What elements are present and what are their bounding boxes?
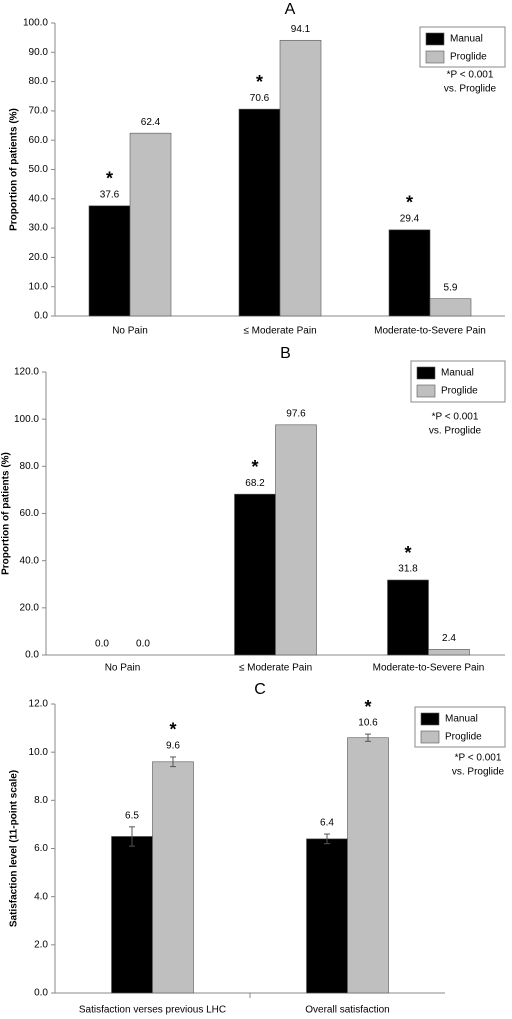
value-label: 2.4	[442, 633, 456, 644]
footnote: vs. Proglide	[444, 84, 497, 95]
x-tick-label: Satisfaction verses previous LHC	[79, 1005, 226, 1016]
panel-title: B	[280, 345, 291, 362]
y-tick-label: 0.0	[25, 650, 39, 661]
y-tick-label: 8.0	[34, 795, 48, 806]
y-tick-label: 120.0	[14, 367, 39, 378]
footnote: *P < 0.001	[447, 70, 494, 81]
x-tick-label: Overall satisfaction	[305, 1005, 389, 1016]
legend-label: Manual	[441, 368, 474, 379]
y-tick-label: 80.0	[29, 76, 49, 87]
bar	[347, 737, 389, 994]
y-tick-label: 100.0	[14, 414, 39, 425]
y-tick-label: 60.0	[20, 508, 40, 519]
y-tick-label: 2.0	[34, 939, 48, 950]
value-label: 10.6	[358, 718, 378, 729]
significance-marker: *	[251, 457, 258, 477]
footnote: vs. Proglide	[429, 426, 482, 437]
y-tick-label: 40.0	[20, 555, 40, 566]
y-tick-label: 0.0	[34, 988, 48, 999]
y-tick-label: 4.0	[34, 891, 48, 902]
value-label: 97.6	[286, 408, 306, 419]
panel-title: A	[285, 1, 296, 18]
footnote: vs. Proglide	[452, 767, 505, 778]
significance-marker: *	[404, 543, 411, 563]
value-label: 9.6	[166, 741, 180, 752]
bar	[387, 579, 429, 656]
significance-marker: *	[169, 720, 176, 740]
legend-swatch	[425, 32, 445, 46]
value-label: 94.1	[291, 24, 311, 35]
y-tick-label: 100.0	[23, 18, 48, 29]
y-axis-label: Proportion of patients (%)	[9, 108, 20, 231]
legend-swatch	[425, 50, 445, 64]
error-bar	[170, 756, 176, 768]
value-label: 31.8	[398, 564, 418, 575]
legend-swatch	[420, 730, 440, 744]
value-label: 29.4	[400, 213, 420, 224]
significance-marker: *	[364, 697, 371, 717]
value-label: 62.4	[141, 117, 161, 128]
y-tick-label: 12.0	[29, 699, 49, 710]
y-tick-label: 60.0	[29, 135, 49, 146]
value-label: 68.2	[245, 478, 265, 489]
bar	[111, 836, 153, 994]
bar	[275, 424, 317, 656]
bar	[428, 649, 470, 656]
footnote: *P < 0.001	[432, 412, 479, 423]
footnote: *P < 0.001	[455, 753, 502, 764]
panel-title: C	[254, 681, 266, 698]
value-label: 6.4	[320, 818, 334, 829]
legend-label: Proglide	[441, 386, 478, 397]
legend-label: Proglide	[450, 52, 487, 63]
y-tick-label: 0.0	[34, 311, 48, 322]
value-label: 5.9	[444, 282, 458, 293]
significance-marker: *	[256, 72, 263, 92]
value-label: 37.6	[100, 189, 120, 200]
bar	[429, 298, 472, 317]
x-tick-label: Moderate-to-Severe Pain	[374, 326, 486, 337]
value-label: 0.0	[136, 639, 150, 650]
x-tick-label: No Pain	[112, 326, 148, 337]
y-tick-label: 6.0	[34, 843, 48, 854]
legend-label: Manual	[450, 34, 483, 45]
error-bar	[324, 833, 330, 845]
y-tick-label: 10.0	[29, 281, 49, 292]
value-label: 70.6	[250, 93, 270, 104]
y-tick-label: 20.0	[29, 252, 49, 263]
y-axis-label: Proportion of patients (%)	[1, 452, 12, 575]
y-tick-label: 20.0	[20, 602, 40, 613]
bar	[388, 229, 431, 317]
bar	[238, 108, 281, 317]
error-bar	[365, 733, 371, 742]
bar	[279, 39, 322, 317]
legend-swatch	[420, 712, 440, 726]
bar	[306, 838, 348, 994]
value-label: 6.5	[125, 810, 139, 821]
error-bar	[129, 826, 135, 847]
y-tick-label: 70.0	[29, 106, 49, 117]
x-tick-label: No Pain	[105, 663, 141, 674]
significance-marker: *	[406, 193, 413, 213]
significance-marker: *	[106, 169, 113, 189]
legend-swatch	[416, 366, 436, 380]
x-tick-label: ≤ Moderate Pain	[239, 663, 312, 674]
bar	[152, 761, 194, 994]
bar	[129, 132, 172, 317]
y-tick-label: 10.0	[29, 747, 49, 758]
y-tick-label: 90.0	[29, 47, 49, 58]
bar	[88, 205, 131, 317]
y-tick-label: 50.0	[29, 164, 49, 175]
y-axis-label: Satisfaction level (11-point scale)	[9, 770, 20, 927]
x-tick-label: Moderate-to-Severe Pain	[373, 663, 485, 674]
bar	[234, 493, 276, 656]
value-label: 0.0	[95, 639, 109, 650]
y-tick-label: 80.0	[20, 461, 40, 472]
legend-label: Proglide	[445, 732, 482, 743]
x-tick-label: ≤ Moderate Pain	[243, 326, 316, 337]
legend-swatch	[416, 384, 436, 398]
y-tick-label: 40.0	[29, 193, 49, 204]
y-tick-label: 30.0	[29, 223, 49, 234]
legend-label: Manual	[445, 714, 478, 725]
